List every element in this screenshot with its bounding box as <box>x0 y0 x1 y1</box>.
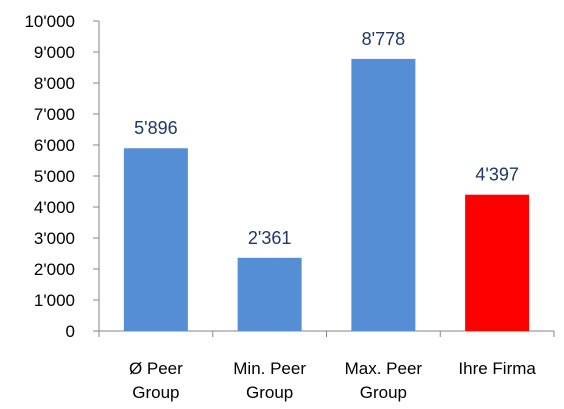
data-label: 2'361 <box>248 228 291 248</box>
y-tick-label: 4'000 <box>34 198 75 217</box>
x-category-label: Ø Peer <box>129 359 183 378</box>
data-label: 8'778 <box>362 29 405 49</box>
data-label-bg <box>461 163 534 188</box>
bar <box>237 257 302 331</box>
y-tick-label: 10'000 <box>24 12 75 31</box>
y-tick-label: 8'000 <box>34 74 75 93</box>
x-category-label: Group <box>132 383 179 402</box>
y-tick-label: 2'000 <box>34 260 75 279</box>
y-tick-label: 0 <box>66 322 75 341</box>
data-label: 5'896 <box>134 118 177 138</box>
y-tick-label: 5'000 <box>34 167 75 186</box>
y-tick-label: 1'000 <box>34 291 75 310</box>
data-label-bg <box>233 226 306 251</box>
data-label-bg <box>347 27 420 52</box>
x-category-label: Group <box>360 383 407 402</box>
y-tick-label: 3'000 <box>34 229 75 248</box>
bar <box>351 58 416 332</box>
x-category-label: Group <box>246 383 293 402</box>
bar <box>123 148 188 331</box>
labels: 5'896 Ø Peer Group 2'361 Min. Peer Group 8'778… <box>119 27 536 402</box>
data-label-bg <box>119 117 192 142</box>
x-category-label: Min. Peer <box>233 359 306 378</box>
y-tick-label: 9'000 <box>34 43 75 62</box>
axes: 0 1'000 2'000 3'000 4'000 5'000 6'000 7'000 8'00… <box>24 12 555 341</box>
data-label: 4'397 <box>475 165 518 185</box>
bar <box>465 194 530 331</box>
y-tick-label: 7'000 <box>34 105 75 124</box>
y-tick-label: 6'000 <box>34 136 75 155</box>
x-category-label: Max. Peer <box>345 359 423 378</box>
x-category-label: Ihre Firma <box>458 359 536 378</box>
bars <box>123 58 530 332</box>
